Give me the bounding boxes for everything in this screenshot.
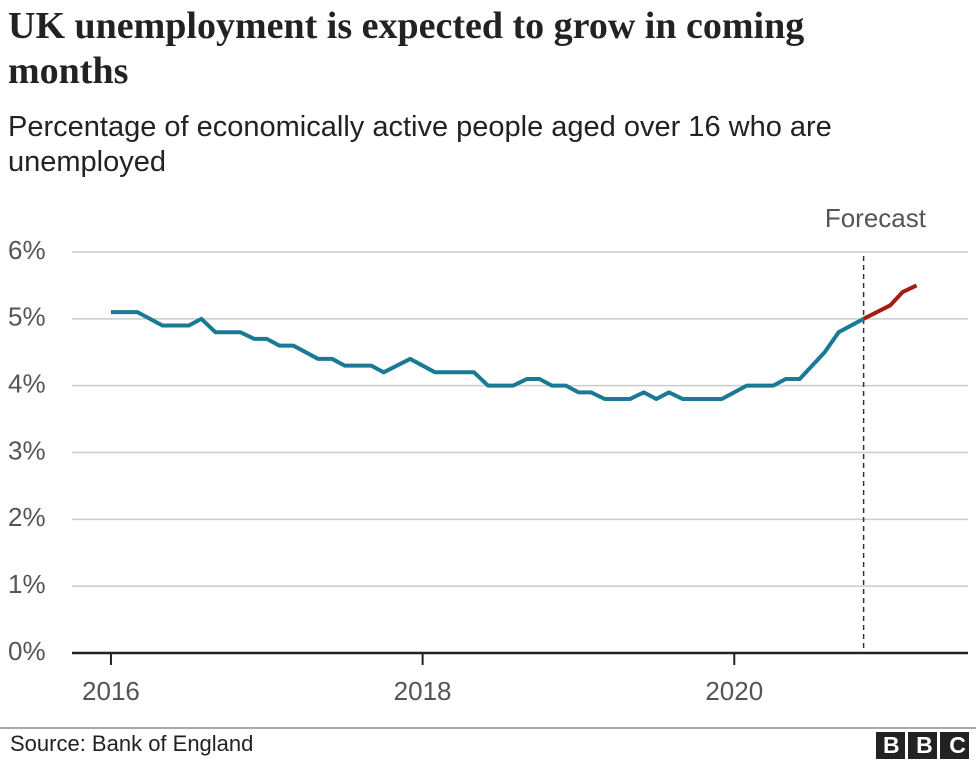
x-tick-label: 2018 [394,676,452,706]
y-tick-label: 3% [8,435,46,465]
x-tick-label: 2020 [705,676,763,706]
source: Source: Bank of England [10,731,253,756]
y-tick-label: 2% [8,502,46,532]
logo-box [876,732,905,759]
series-line [862,283,918,321]
chart-title: UK unemployment is expected to grow in c… [8,5,805,92]
logo-box [940,732,969,759]
y-tick-label: 6% [8,235,46,265]
logo-box [908,732,937,759]
y-tick-label: 5% [8,302,46,332]
y-tick-label: 0% [8,636,46,666]
logo: BBC [883,732,976,758]
y-tick-label: 1% [8,569,46,599]
chart-subtitle: Percentage of economically active people… [8,111,832,178]
forecast-label: Forecast [825,203,927,233]
x-tick-label: 2016 [82,676,140,706]
y-tick-label: 4% [8,369,46,399]
series-line [110,310,865,402]
